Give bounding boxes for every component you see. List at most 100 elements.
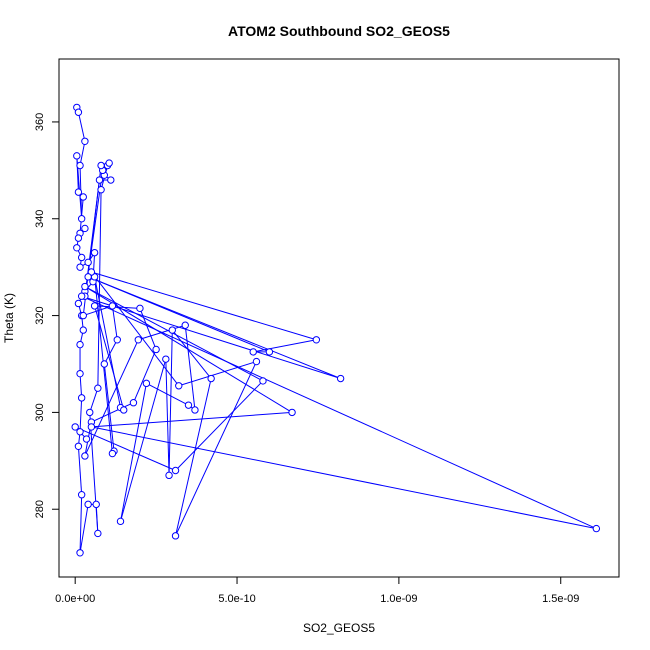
data-point <box>74 234 83 242</box>
y-tick-label: 300 <box>34 403 46 421</box>
data-point <box>84 258 92 267</box>
series-line-segment <box>79 373 83 398</box>
x-tick-label: 0.0e+00 <box>55 593 95 605</box>
data-point <box>165 471 173 480</box>
data-point <box>171 466 180 475</box>
data-point <box>77 215 86 223</box>
data-point <box>86 408 94 417</box>
y-axis-label: Theta (K) <box>2 293 16 343</box>
data-point <box>87 423 96 431</box>
series-line-segment <box>79 397 83 432</box>
data-point <box>113 336 121 344</box>
series-line-segment <box>91 271 317 341</box>
data-point <box>84 500 92 509</box>
x-tick-label: 5.0e-10 <box>218 593 255 605</box>
x-tick-label: 1.5e-09 <box>542 593 579 605</box>
data-point <box>97 186 105 194</box>
data-point <box>74 108 83 116</box>
series-line-segment <box>91 426 597 530</box>
chart-title: ATOM2 Southbound SO2_GEOS5 <box>228 23 450 39</box>
series-line-segment <box>146 382 189 406</box>
series-line-segment <box>103 363 115 452</box>
data-point <box>207 374 215 383</box>
data-point <box>76 428 84 436</box>
data-point <box>181 321 189 329</box>
data-point <box>74 188 83 196</box>
data-point <box>162 355 170 363</box>
data-point <box>73 152 81 160</box>
data-point <box>74 299 83 308</box>
series-line-segment <box>120 359 167 522</box>
data-point <box>92 500 100 509</box>
series-line-segment <box>94 305 125 411</box>
series-layer <box>71 103 601 557</box>
series-line-segment <box>184 325 196 411</box>
series-line-segment <box>94 276 121 408</box>
series-line-segment <box>79 504 89 553</box>
data-point <box>191 406 199 414</box>
data-point <box>74 442 83 450</box>
data-point <box>184 401 193 409</box>
x-tick-label: 1.0e-09 <box>380 593 417 605</box>
data-point <box>94 384 102 392</box>
data-point <box>81 282 89 291</box>
series-line-segment <box>91 402 134 423</box>
series-line-segment <box>81 295 597 530</box>
series-line-segment <box>74 426 176 471</box>
series-line-segment <box>79 494 83 553</box>
data-point <box>95 176 104 184</box>
series-line-segment <box>165 359 170 476</box>
series-line-segment <box>91 411 293 428</box>
data-point <box>73 244 81 252</box>
series-line-segment <box>103 339 118 365</box>
series-line-segment <box>175 378 212 536</box>
data-point <box>259 377 267 385</box>
y-tick-label: 360 <box>34 113 46 131</box>
x-axis-label: SO2_GEOS5 <box>303 621 375 635</box>
data-point <box>76 263 84 271</box>
data-point <box>265 348 274 356</box>
data-point <box>79 193 87 201</box>
data-point <box>142 379 151 388</box>
x-axis: 0.0e+00 5.0e-10 1.0e-09 1.5e-09 <box>55 576 579 605</box>
data-point <box>90 248 99 257</box>
data-point <box>129 399 138 407</box>
series-line-segment <box>87 276 341 379</box>
data-point <box>81 137 89 145</box>
data-point <box>77 394 86 402</box>
data-point <box>592 524 601 533</box>
data-point <box>120 406 128 414</box>
y-tick-label: 340 <box>34 210 46 228</box>
series-line-segment <box>76 155 79 193</box>
series-line-segment <box>90 271 180 387</box>
y-tick-label: 280 <box>34 500 46 518</box>
data-point <box>71 423 79 431</box>
data-point <box>108 302 117 310</box>
series-line-segment <box>178 361 257 387</box>
series-line-segment <box>97 189 102 389</box>
data-point <box>116 517 125 526</box>
data-point <box>249 348 257 356</box>
y-tick-label: 320 <box>34 306 46 324</box>
data-point <box>82 435 91 443</box>
data-point <box>105 159 113 167</box>
series-line-segment <box>89 412 99 534</box>
y-axis: 280 300 320 340 360 <box>34 113 60 518</box>
data-point <box>152 345 160 354</box>
data-point <box>100 360 109 368</box>
data-point <box>90 302 99 310</box>
data-point <box>97 161 105 170</box>
series-line-segment <box>84 339 139 457</box>
series-line-segment <box>84 286 293 413</box>
data-point <box>81 224 89 233</box>
data-point <box>81 452 89 460</box>
series-line-segment <box>81 295 341 379</box>
data-point <box>107 176 115 184</box>
data-point <box>175 382 183 390</box>
data-point <box>76 340 84 349</box>
data-point <box>76 161 84 170</box>
series-line-segment <box>77 446 83 495</box>
series-line-segment <box>175 380 264 471</box>
